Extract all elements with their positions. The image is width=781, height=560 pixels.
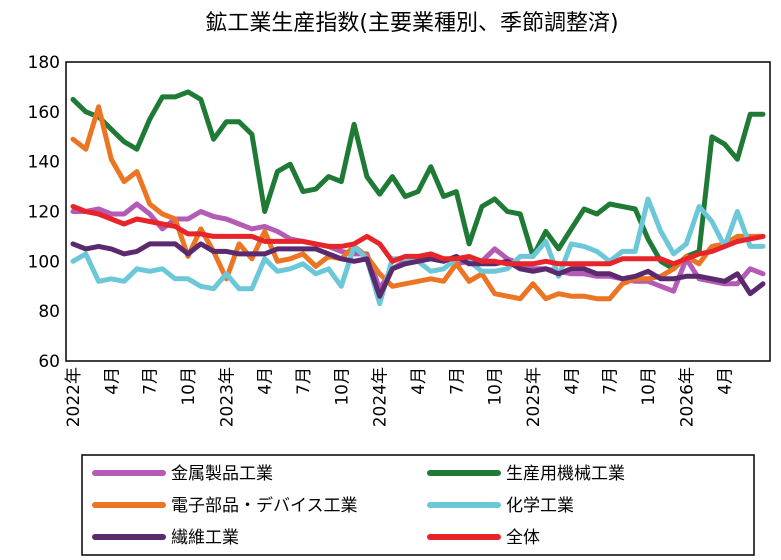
x-tick-label: 4月 <box>409 367 429 395</box>
y-tick-label: 180 <box>28 53 60 73</box>
y-tick-label: 120 <box>28 203 60 223</box>
x-tick-label: 4月 <box>562 367 582 395</box>
legend-box <box>81 454 755 556</box>
x-tick-label: 4月 <box>716 367 736 395</box>
x-tick-label: 7月 <box>294 367 314 395</box>
x-tick-label: 10月 <box>639 367 659 406</box>
y-tick-label: 100 <box>28 252 60 272</box>
x-tick-label: 4月 <box>256 367 276 395</box>
x-tick-label: 2023年 <box>217 367 237 427</box>
legend-label: 繊維工業 <box>171 528 239 548</box>
x-tick-label: 2026年 <box>677 367 697 427</box>
series-line-4 <box>70 241 766 299</box>
x-tick-label: 7月 <box>447 367 467 395</box>
series-line-2 <box>70 104 766 302</box>
x-axis-labels: 2022年 4月 7月 10月 2023年 4月 7月 10月 2024年 4月 7月 10月 2025… <box>64 367 736 427</box>
x-tick-label: 7月 <box>141 367 161 395</box>
x-tick-label: 10月 <box>332 367 352 406</box>
x-tick-label: 4月 <box>102 367 122 395</box>
x-tick-label: 10月 <box>179 367 199 406</box>
y-axis-labels: 60 80 100 120 140 160 180 <box>28 53 60 372</box>
y-tick-label: 80 <box>38 302 60 322</box>
series-line-1 <box>70 89 766 272</box>
legend-label: 全体 <box>506 528 540 548</box>
legend-label: 化学工業 <box>506 496 574 516</box>
x-tick-label: 2024年 <box>371 367 391 427</box>
x-tick-label: 10月 <box>486 367 506 406</box>
y-tick-label: 140 <box>28 153 60 173</box>
series-line-5 <box>70 204 766 267</box>
y-tick-label: 160 <box>28 103 60 123</box>
x-tick-label: 2025年 <box>524 367 544 427</box>
y-tick-label: 60 <box>38 352 60 372</box>
legend-label: 電子部品・デバイス工業 <box>171 495 358 516</box>
plot-series <box>70 89 766 307</box>
legend-label: 生産用機械工業 <box>506 464 625 484</box>
x-tick-label: 7月 <box>601 367 621 395</box>
legend-label: 金属製品工業 <box>171 464 273 484</box>
chart-title: 鉱工業生産指数(主要業種別、季節調整済) <box>205 11 618 36</box>
x-tick-label: 2022年 <box>64 367 84 427</box>
plot-area <box>65 61 771 362</box>
